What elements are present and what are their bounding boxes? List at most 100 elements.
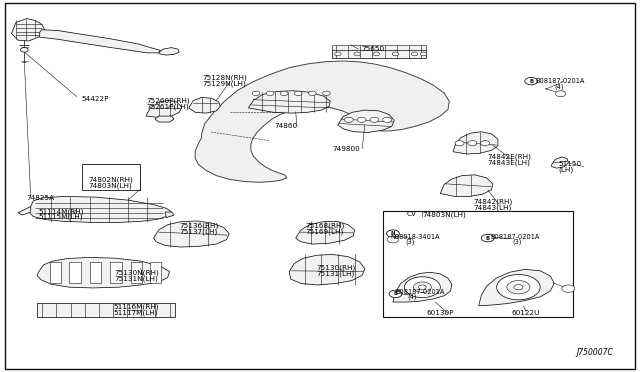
Bar — [332, 50, 426, 58]
Polygon shape — [440, 175, 493, 196]
Circle shape — [387, 236, 399, 243]
Text: 75168(RH): 75168(RH) — [305, 223, 344, 230]
Text: 60130P: 60130P — [426, 310, 454, 316]
Polygon shape — [146, 100, 182, 118]
Polygon shape — [552, 157, 568, 168]
Circle shape — [373, 52, 380, 56]
Bar — [82, 164, 140, 190]
Text: 60122U: 60122U — [512, 310, 540, 316]
Text: 74842E(RH): 74842E(RH) — [488, 154, 532, 160]
Text: 51117M(LH): 51117M(LH) — [114, 309, 159, 316]
Text: 75260P(RH): 75260P(RH) — [146, 97, 189, 104]
Text: 75129N(LH): 75129N(LH) — [202, 81, 246, 87]
Circle shape — [280, 91, 288, 96]
Circle shape — [323, 91, 330, 96]
Circle shape — [266, 91, 274, 96]
Text: 75169(LH): 75169(LH) — [305, 229, 344, 235]
Text: 51115M(LH): 51115M(LH) — [38, 214, 83, 221]
Polygon shape — [296, 221, 355, 244]
Polygon shape — [393, 272, 452, 302]
Circle shape — [420, 52, 427, 56]
Circle shape — [354, 52, 360, 56]
Circle shape — [308, 91, 316, 96]
Text: (3): (3) — [406, 238, 415, 245]
Bar — [37, 303, 175, 317]
Circle shape — [335, 52, 341, 56]
Circle shape — [252, 91, 260, 96]
Text: 51114M(RH): 51114M(RH) — [38, 208, 84, 215]
Polygon shape — [289, 254, 365, 285]
Text: B08187-0201A: B08187-0201A — [490, 234, 540, 240]
Polygon shape — [29, 196, 172, 222]
Circle shape — [357, 117, 366, 122]
Polygon shape — [165, 212, 174, 218]
Text: J750007C: J750007C — [576, 348, 613, 357]
Bar — [131, 262, 142, 283]
Circle shape — [556, 91, 566, 97]
Text: 75128N(RH): 75128N(RH) — [202, 75, 247, 81]
Text: 75136(RH): 75136(RH) — [179, 223, 218, 230]
Text: 75130(RH): 75130(RH) — [316, 264, 355, 271]
Polygon shape — [37, 257, 170, 288]
Polygon shape — [479, 269, 554, 306]
Text: N08918-3401A: N08918-3401A — [390, 234, 440, 240]
Polygon shape — [155, 116, 174, 122]
Text: 74843(LH): 74843(LH) — [474, 204, 512, 211]
Circle shape — [497, 275, 540, 300]
Text: (4): (4) — [554, 83, 564, 90]
Polygon shape — [18, 206, 31, 215]
Circle shape — [562, 285, 575, 292]
Text: 75650: 75650 — [361, 46, 384, 52]
Text: 51150: 51150 — [558, 161, 581, 167]
Text: 51116M(RH): 51116M(RH) — [114, 303, 159, 310]
Text: 74860: 74860 — [274, 123, 297, 129]
Bar — [50, 262, 61, 283]
Circle shape — [383, 117, 392, 122]
Circle shape — [419, 285, 426, 289]
Bar — [383, 211, 573, 317]
Polygon shape — [189, 97, 220, 113]
Text: B08187-0201A: B08187-0201A — [535, 78, 584, 84]
Text: 74842(RH): 74842(RH) — [474, 198, 513, 205]
Polygon shape — [12, 19, 45, 41]
Text: 54422P: 54422P — [82, 96, 109, 102]
Circle shape — [525, 77, 538, 85]
Bar — [90, 262, 101, 283]
Circle shape — [468, 141, 477, 146]
Text: 74802N(RH): 74802N(RH) — [88, 176, 133, 183]
Text: 75131N(LH): 75131N(LH) — [114, 275, 157, 282]
Text: (3): (3) — [512, 238, 522, 245]
Text: B: B — [529, 78, 533, 84]
Circle shape — [412, 52, 418, 56]
Polygon shape — [40, 30, 160, 53]
Bar — [69, 262, 81, 283]
Circle shape — [387, 230, 399, 237]
Circle shape — [481, 234, 494, 242]
Text: 74803N(LH): 74803N(LH) — [422, 211, 466, 218]
Text: CV: CV — [407, 211, 417, 217]
Text: 749800: 749800 — [333, 146, 360, 152]
Polygon shape — [248, 91, 330, 113]
Text: 75131(LH): 75131(LH) — [316, 270, 355, 277]
Circle shape — [404, 277, 440, 298]
Circle shape — [481, 141, 490, 146]
Circle shape — [514, 285, 523, 290]
Text: 74843E(LH): 74843E(LH) — [488, 160, 531, 166]
Circle shape — [413, 282, 431, 292]
Circle shape — [455, 141, 464, 146]
Text: 74803N(LH): 74803N(LH) — [88, 182, 132, 189]
Circle shape — [370, 117, 379, 122]
Polygon shape — [453, 132, 498, 154]
Circle shape — [20, 48, 28, 52]
Text: B: B — [394, 291, 397, 296]
Bar — [332, 45, 426, 50]
Bar — [150, 262, 161, 283]
Text: (4): (4) — [407, 294, 417, 300]
Polygon shape — [159, 48, 179, 55]
Polygon shape — [154, 221, 229, 247]
Circle shape — [389, 290, 402, 298]
Bar — [110, 262, 122, 283]
Text: B08187-0201A: B08187-0201A — [396, 289, 445, 295]
Polygon shape — [195, 61, 449, 182]
Circle shape — [294, 91, 302, 96]
